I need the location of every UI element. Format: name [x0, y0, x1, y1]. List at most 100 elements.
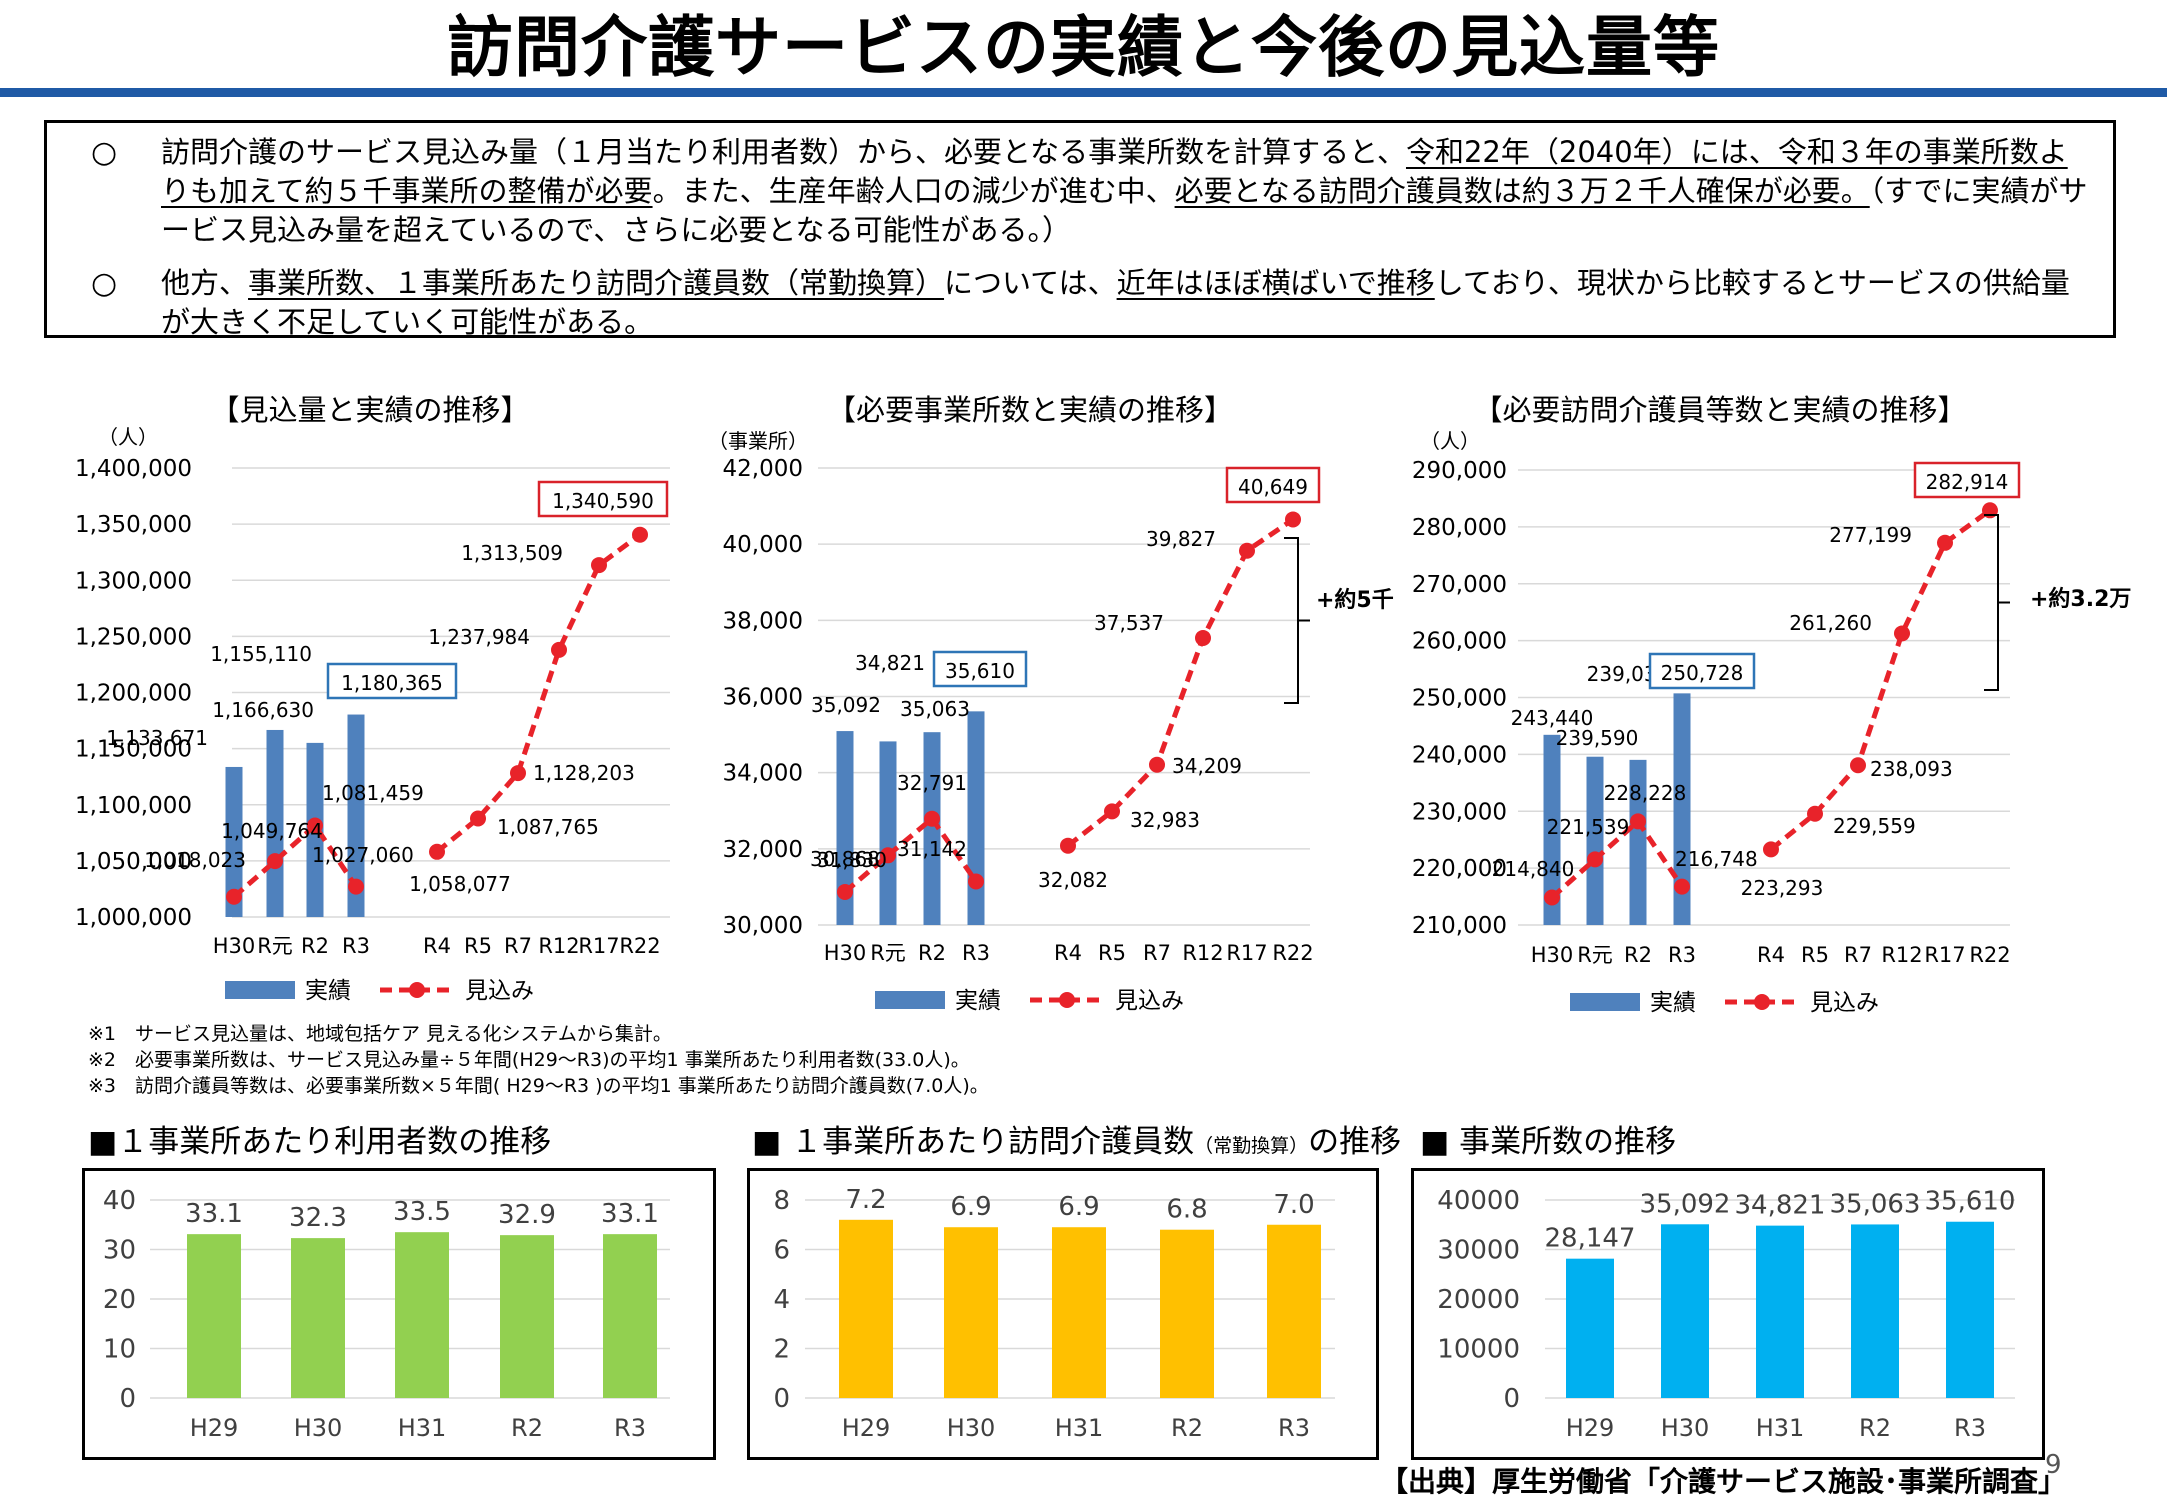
bar-data-label: 239,590 — [1556, 726, 1639, 750]
page-number: 9 — [2045, 1450, 2062, 1480]
x-tick-label: R2 — [301, 934, 329, 958]
legend-label-forecast: 見込み — [1810, 990, 1879, 1016]
x-tick-label: H30 — [1661, 1414, 1710, 1442]
y-tick-label: 240,000 — [1412, 742, 1507, 768]
summary-underlined: 事業所数、１事業所あたり訪問介護員数（常勤換算） — [248, 266, 945, 300]
footnote-1: ※1 サービス見込量は、地域包括ケア 見える化システムから集計。 — [88, 1023, 672, 1045]
y-tick-label: 0 — [1503, 1384, 1520, 1414]
y-tick-label: 1,050,000 — [75, 849, 192, 875]
x-tick-label: H29 — [190, 1414, 239, 1442]
bar-data-label: 6.9 — [1058, 1192, 1099, 1222]
bar — [291, 1238, 345, 1398]
x-tick-label: H30 — [947, 1414, 996, 1442]
x-tick-label: R2 — [1171, 1414, 1203, 1442]
line-data-label: 282,914 — [1926, 470, 2009, 494]
x-tick-label: H30 — [824, 941, 867, 965]
forecast-point — [1850, 757, 1866, 774]
boxed-label-frame — [326, 662, 458, 700]
bar-actual — [836, 731, 854, 925]
x-tick-label: H31 — [1756, 1414, 1805, 1442]
x-tick-label: R元 — [870, 941, 906, 965]
bar-data-label: 33.1 — [185, 1199, 243, 1229]
x-tick-label: R12 — [1182, 941, 1223, 965]
forecast-point — [968, 873, 984, 890]
forecast-point — [1060, 837, 1076, 854]
bar — [1946, 1221, 1994, 1398]
forecast-point — [307, 817, 323, 834]
forecast-point — [1587, 851, 1603, 868]
forecast-line — [843, 815, 979, 894]
y-tick-label: 34,000 — [723, 761, 803, 787]
y-tick-label: 280,000 — [1412, 515, 1507, 541]
x-tick-label: H30 — [213, 934, 256, 958]
x-tick-label: H30 — [1531, 943, 1574, 967]
x-tick-label: H30 — [294, 1414, 343, 1442]
legend-label-actual: 実績 — [955, 988, 1001, 1014]
summary-paragraph-2: ○ 他方、事業所数、１事業所あたり訪問介護員数（常勤換算）については、近年はほぼ横… — [71, 264, 2089, 342]
forecast-point — [591, 557, 607, 574]
x-tick-label: R2 — [1624, 943, 1652, 967]
line-data-label: 31,142 — [897, 837, 967, 861]
legend-marker-forecast — [409, 982, 425, 998]
summary-underlined: 必要となる訪問介護員数は約３万２千人確保が必要。 — [1174, 174, 1870, 208]
line-data-label: 34,209 — [1172, 754, 1242, 778]
summary-underlined: 令和22年（2040年）には、令和３年の事業所数よりも加えて約５千事業所の整備が… — [161, 135, 2068, 208]
section-title-main: ■ １事業所あたり訪問介護員数 — [752, 1124, 1195, 1160]
forecast-point — [226, 888, 242, 905]
line-data-label: 1,128,203 — [533, 761, 635, 785]
forecast-point — [1674, 878, 1690, 895]
y-axis-unit: （人） — [1420, 429, 1480, 453]
line-data-label: 1,340,590 — [552, 489, 654, 513]
bar — [839, 1219, 893, 1398]
forecast-point — [470, 810, 486, 827]
y-tick-label: 220,000 — [1412, 856, 1507, 882]
line-data-label: 1,313,509 — [461, 541, 563, 565]
line-data-label: 1,018,023 — [144, 848, 246, 872]
x-tick-label: R7 — [1844, 943, 1872, 967]
bar-data-label: 35,610 — [945, 659, 1015, 683]
chart-box-users-per-office — [82, 1168, 716, 1460]
x-tick-label: R17 — [1924, 943, 1965, 967]
bar — [500, 1235, 554, 1398]
bar-actual — [1629, 759, 1647, 925]
line-data-label: 32,983 — [1130, 808, 1200, 832]
y-tick-label: 2 — [773, 1335, 790, 1365]
line-data-label: 40,649 — [1238, 475, 1308, 499]
x-tick-label: R22 — [1969, 943, 2010, 967]
y-tick-label: 20000 — [1437, 1285, 1520, 1315]
section-title-office-count: ■ 事業所数の推移 — [1420, 1124, 1677, 1160]
line-data-label: 39,827 — [1146, 527, 1216, 551]
y-tick-label: 1,150,000 — [75, 737, 192, 763]
line-data-label: 216,748 — [1675, 847, 1758, 871]
line-data-label: 32,082 — [1038, 868, 1108, 892]
summary-text: 他方、 — [161, 266, 249, 300]
legend-label-forecast: 見込み — [1115, 988, 1184, 1014]
bar — [1851, 1224, 1899, 1398]
legend-label-forecast: 見込み — [465, 978, 534, 1004]
bar-data-label: 33.1 — [601, 1199, 659, 1229]
x-tick-label: R3 — [962, 941, 990, 965]
bullet-mark: ○ — [91, 135, 118, 170]
x-tick-label: R12 — [538, 934, 579, 958]
x-tick-label: R7 — [1143, 941, 1171, 965]
bar-data-label: 28,147 — [1545, 1224, 1636, 1254]
forecast-line — [1066, 517, 1295, 848]
legend-swatch-actual — [1570, 993, 1640, 1011]
x-tick-label: R2 — [511, 1414, 543, 1442]
y-tick-label: 40 — [103, 1186, 136, 1216]
forecast-point — [1630, 813, 1646, 830]
boxed-label-frame — [537, 480, 669, 518]
y-tick-label: 1,200,000 — [75, 681, 192, 707]
y-tick-label: 20 — [103, 1285, 136, 1315]
forecast-point — [1544, 889, 1560, 906]
footnote-3: ※3 訪問介護員等数は、必要事業所数×５年間( H29～R3 )の平均1 事業所… — [88, 1075, 989, 1097]
x-tick-label: R5 — [1801, 943, 1829, 967]
bar — [1661, 1224, 1709, 1398]
bar-actual — [1673, 693, 1691, 925]
page-title: 訪問介護サービスの実績と今後の見込量等 — [447, 9, 1720, 86]
x-tick-label: R4 — [1054, 941, 1082, 965]
forecast-point — [924, 810, 940, 827]
line-data-label: 277,199 — [1829, 523, 1912, 547]
title-rule — [0, 88, 2167, 97]
bar-data-label: 1,133,671 — [106, 726, 208, 750]
